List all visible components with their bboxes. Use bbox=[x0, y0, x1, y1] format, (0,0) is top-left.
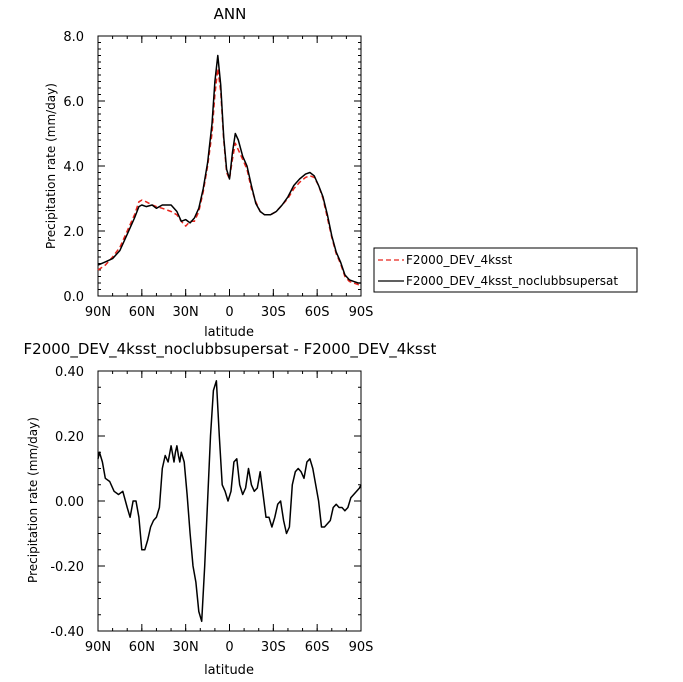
axis-ticks bbox=[97, 370, 362, 632]
series-group bbox=[97, 380, 362, 623]
y-tick-labels: -0.40 -0.20 0.00 0.20 0.40 bbox=[50, 365, 84, 640]
x-tick-label: 30S bbox=[261, 305, 286, 320]
x-tick-label: 0 bbox=[225, 305, 233, 320]
x-tick-labels: 90N 60N 30N 0 30S 60S 90S bbox=[85, 305, 374, 320]
y-tick-label: 4.0 bbox=[63, 160, 84, 175]
legend-label-noclubbsupersat: F2000_DEV_4ksst_noclubbsupersat bbox=[406, 274, 618, 288]
x-axis-label: latitude bbox=[204, 325, 254, 340]
plot-frame bbox=[97, 370, 362, 632]
plot-frame bbox=[97, 35, 362, 297]
panel-title: ANN bbox=[214, 5, 247, 23]
y-axis-label: Precipitation rate (mm/day) bbox=[44, 83, 58, 249]
x-tick-labels: 90N 60N 30N 0 30S 60S 90S bbox=[85, 640, 374, 655]
y-tick-label: 0.20 bbox=[55, 430, 84, 445]
y-tick-label: -0.20 bbox=[50, 560, 84, 575]
y-tick-label: 0.0 bbox=[63, 290, 84, 305]
x-axis-label: latitude bbox=[204, 663, 254, 678]
x-tick-label: 0 bbox=[225, 640, 233, 655]
y-tick-label: 8.0 bbox=[63, 30, 84, 45]
x-tick-label: 30S bbox=[261, 640, 286, 655]
y-tick-label: 6.0 bbox=[63, 95, 84, 110]
x-tick-label: 90N bbox=[85, 640, 111, 655]
y-tick-label: 0.40 bbox=[55, 365, 84, 380]
series-group bbox=[97, 54, 361, 286]
y-tick-label: -0.40 bbox=[50, 625, 84, 640]
series-line-solid bbox=[97, 380, 362, 623]
x-tick-label: 90S bbox=[349, 305, 374, 320]
x-tick-label: 60N bbox=[129, 640, 155, 655]
x-tick-label: 60N bbox=[129, 305, 155, 320]
x-tick-label: 60S bbox=[305, 640, 330, 655]
series-line-solid bbox=[97, 54, 361, 284]
x-tick-label: 30N bbox=[173, 640, 199, 655]
x-tick-label: 90N bbox=[85, 305, 111, 320]
legend: F2000_DEV_4ksst F2000_DEV_4ksst_noclubbs… bbox=[373, 247, 638, 293]
axis-ticks bbox=[97, 35, 362, 297]
legend-label-4ksst: F2000_DEV_4ksst bbox=[406, 253, 513, 267]
x-tick-label: 30N bbox=[173, 305, 199, 320]
y-axis-label: Precipitation rate (mm/day) bbox=[26, 417, 40, 583]
precipitation-panel: ANN 90N 60N 30N 0 30S 60S 90S 0.02.04.06.08.0 … bbox=[44, 5, 373, 340]
y-tick-label: 0.00 bbox=[55, 495, 84, 510]
legend-box bbox=[373, 247, 638, 293]
y-tick-labels: 0.0 2.0 4.0 6.0 8.0 bbox=[63, 30, 84, 305]
difference-panel: F2000_DEV_4ksst_noclubbsupersat - F2000_… bbox=[24, 340, 437, 678]
panel-title: F2000_DEV_4ksst_noclubbsupersat - F2000_… bbox=[24, 340, 437, 359]
y-tick-label: 2.0 bbox=[63, 225, 84, 240]
x-tick-label: 90S bbox=[349, 640, 374, 655]
x-tick-label: 60S bbox=[305, 305, 330, 320]
